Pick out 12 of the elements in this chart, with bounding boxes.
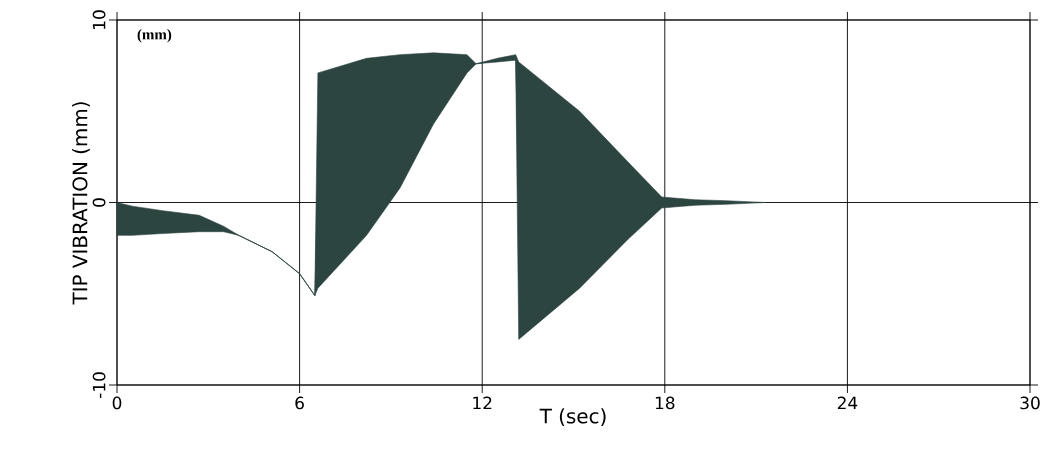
annotation: (mm)	[137, 29, 172, 43]
x-tick-label: 18	[655, 396, 675, 410]
x-tick-label: 30	[1020, 396, 1040, 410]
x-tick-label: 12	[473, 396, 492, 410]
y-tick-label: 10	[92, 10, 106, 29]
x-tick-label: 6	[295, 396, 304, 410]
y-axis-title: TIP VIBRATION (mm)	[72, 102, 90, 305]
x-tick-label: 0	[112, 396, 122, 410]
y-tick-label: -10	[92, 372, 106, 398]
x-tick-label: 24	[837, 396, 858, 410]
x-axis-title: T (sec)	[539, 408, 606, 426]
y-tick-label: 0	[92, 198, 106, 207]
